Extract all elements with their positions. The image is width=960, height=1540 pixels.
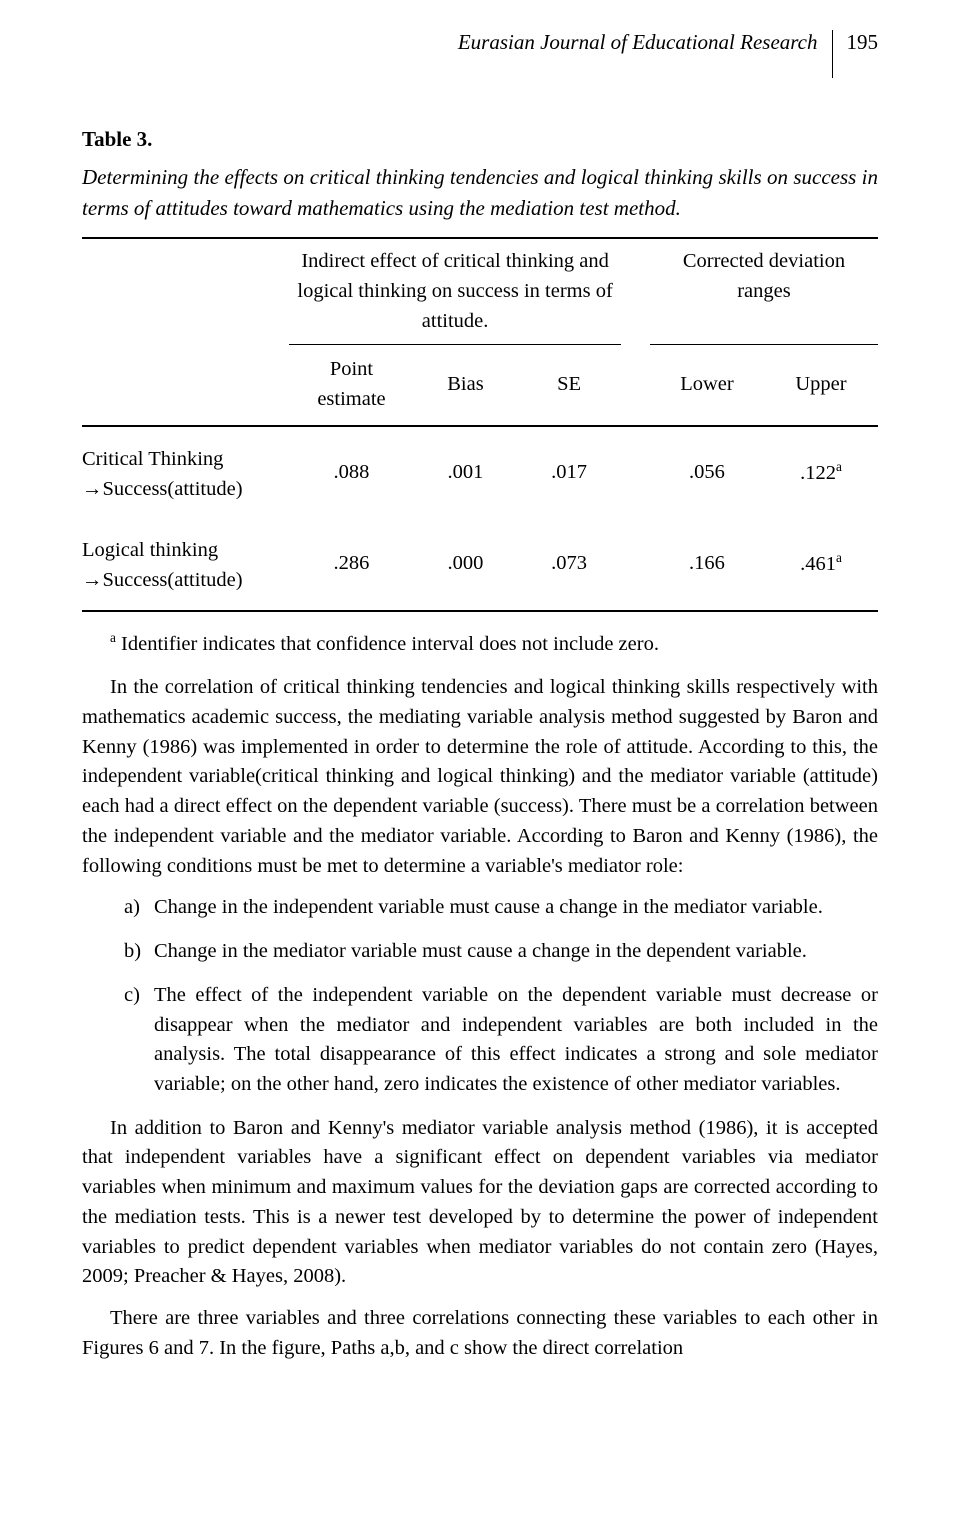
list-text: The effect of the independent variable o… (154, 984, 878, 1095)
table-label: Table 3. (82, 124, 878, 154)
th-upper: Upper (764, 345, 878, 426)
table-row: Logical thinking →Success(attitude) .286… (82, 518, 878, 610)
list-text: Change in the mediator variable must cau… (154, 940, 807, 962)
cell-gap (621, 518, 650, 610)
cell-gap (621, 426, 650, 518)
cell-lower: .166 (650, 518, 764, 610)
th-group-corrected: Corrected deviation ranges (650, 238, 878, 345)
th-bias: Bias (414, 345, 518, 426)
th-blank2 (82, 345, 289, 426)
body-paragraph: In the correlation of critical thinking … (82, 673, 878, 881)
cell-se: .017 (517, 426, 621, 518)
conditions-list: a) Change in the independent variable mu… (82, 893, 878, 1099)
list-marker: a) (124, 893, 140, 923)
th-se: SE (517, 345, 621, 426)
list-marker: b) (124, 937, 141, 967)
cell-upper: .461a (764, 518, 878, 610)
list-item: b) Change in the mediator variable must … (124, 937, 878, 967)
cell-bias: .001 (414, 426, 518, 518)
row-label: Critical Thinking →Success(attitude) (82, 426, 289, 518)
running-header: Eurasian Journal of Educational Research… (82, 30, 878, 78)
journal-title: Eurasian Journal of Educational Research (458, 30, 833, 78)
list-text: Change in the independent variable must … (154, 896, 823, 918)
th-lower: Lower (650, 345, 764, 426)
cell-point: .286 (289, 518, 413, 610)
th-gap2 (621, 345, 650, 426)
th-blank (82, 238, 289, 345)
list-marker: c) (124, 981, 140, 1011)
cell-bias: .000 (414, 518, 518, 610)
th-gap (621, 238, 650, 345)
table-footnote: a Identifier indicates that confidence i… (110, 628, 878, 660)
th-point: Point estimate (289, 345, 413, 426)
cell-lower: .056 (650, 426, 764, 518)
body-paragraph: In addition to Baron and Kenny's mediato… (82, 1114, 878, 1292)
cell-point: .088 (289, 426, 413, 518)
body-paragraph: There are three variables and three corr… (82, 1304, 878, 1363)
cell-upper: .122a (764, 426, 878, 518)
cell-se: .073 (517, 518, 621, 610)
list-item: a) Change in the independent variable mu… (124, 893, 878, 923)
page-number: 195 (833, 30, 879, 78)
list-item: c) The effect of the independent variabl… (124, 981, 878, 1100)
table-caption: Determining the effects on critical thin… (82, 162, 878, 223)
row-label: Logical thinking →Success(attitude) (82, 518, 289, 610)
th-group-indirect: Indirect effect of critical thinking and… (289, 238, 621, 345)
table-row: Critical Thinking →Success(attitude) .08… (82, 426, 878, 518)
mediation-table: Indirect effect of critical thinking and… (82, 237, 878, 611)
